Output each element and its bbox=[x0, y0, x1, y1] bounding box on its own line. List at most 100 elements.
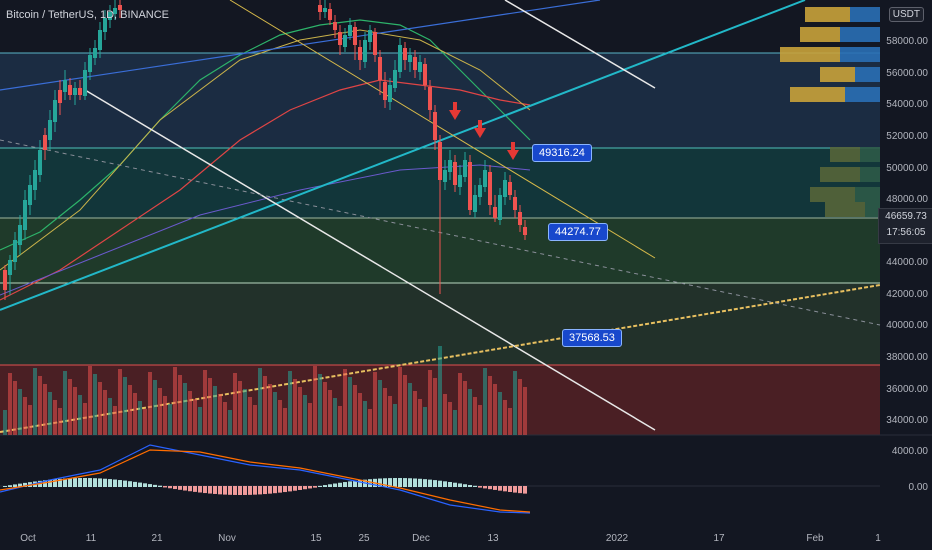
trendline-cyan bbox=[0, 0, 806, 311]
macd-histogram-bar bbox=[278, 486, 282, 493]
y-tick-label: 58000.00 bbox=[886, 36, 928, 47]
candle-body bbox=[8, 260, 12, 275]
macd-histogram-bar bbox=[328, 484, 332, 487]
volume-profile-bar bbox=[800, 27, 840, 42]
candle-body bbox=[353, 27, 357, 45]
macd-histogram-bar bbox=[58, 478, 62, 487]
macd-histogram-bar bbox=[103, 478, 107, 487]
volume-bar bbox=[133, 393, 137, 435]
candle-body bbox=[453, 162, 457, 185]
ma-green bbox=[0, 19, 531, 251]
macd-histogram-bar bbox=[348, 481, 352, 487]
volume-bar bbox=[513, 371, 517, 435]
trendline-white bbox=[504, 0, 656, 89]
trendline-white bbox=[84, 89, 656, 431]
trendline-blue bbox=[0, 0, 601, 91]
volume-bar bbox=[253, 405, 257, 435]
volume-bar bbox=[468, 389, 472, 435]
last-price-value: 46659.73 bbox=[885, 211, 927, 222]
x-tick-label: 13 bbox=[487, 533, 499, 544]
candle-body bbox=[88, 55, 92, 72]
candle-body bbox=[403, 48, 407, 60]
volume-bar bbox=[318, 374, 322, 435]
volume-bar bbox=[278, 400, 282, 435]
annotation-37568[interactable]: 37568.53 bbox=[562, 329, 622, 347]
candle-body bbox=[393, 70, 397, 88]
sell-arrow-icon bbox=[507, 150, 519, 160]
volume-profile-bar bbox=[820, 167, 860, 182]
volume-bar bbox=[93, 374, 97, 435]
macd-histogram-bar bbox=[423, 479, 427, 487]
volume-bar bbox=[53, 400, 57, 435]
macd-histogram-bar bbox=[3, 486, 7, 487]
volume-bar bbox=[88, 366, 92, 435]
volume-bar bbox=[118, 369, 122, 435]
annotation-44274[interactable]: 44274.77 bbox=[548, 223, 608, 241]
candle-body bbox=[373, 32, 377, 55]
macd-histogram-bar bbox=[268, 486, 272, 494]
macd-histogram-bar bbox=[303, 486, 307, 490]
volume-bar bbox=[178, 375, 182, 435]
macd-histogram-bar bbox=[313, 486, 317, 488]
macd-histogram-bar bbox=[73, 478, 77, 487]
macd-histogram-bar bbox=[353, 480, 357, 487]
volume-profile-bar bbox=[860, 167, 880, 182]
candle-body bbox=[98, 30, 102, 50]
volume-bar bbox=[403, 375, 407, 435]
candle-body bbox=[43, 135, 47, 150]
volume-bar bbox=[18, 389, 22, 435]
volume-profile-bar bbox=[855, 67, 880, 82]
volume-profile-bar bbox=[810, 187, 855, 202]
macd-histogram-bar bbox=[393, 478, 397, 487]
candle-body bbox=[118, 5, 122, 10]
y-tick-label: 44000.00 bbox=[886, 257, 928, 268]
macd-histogram-bar bbox=[418, 478, 422, 487]
macd-histogram-bar bbox=[258, 486, 262, 495]
volume-bar bbox=[398, 367, 402, 435]
macd-histogram-bar bbox=[318, 485, 322, 487]
macd-histogram-bar bbox=[23, 482, 27, 487]
volume-bar bbox=[303, 395, 307, 435]
volume-bar bbox=[458, 373, 462, 435]
y-tick-label: 42000.00 bbox=[886, 289, 928, 300]
candle-body bbox=[13, 240, 17, 262]
volume-bar bbox=[183, 383, 187, 435]
macd-histogram-bar bbox=[383, 478, 387, 487]
volume-profile-bar bbox=[860, 147, 880, 162]
candle-body bbox=[488, 172, 492, 205]
candle-body bbox=[348, 25, 352, 36]
macd-histogram-bar bbox=[413, 478, 417, 487]
annotation-49316[interactable]: 49316.24 bbox=[532, 144, 592, 162]
volume-bar bbox=[223, 402, 227, 435]
macd-histogram-bar bbox=[453, 482, 457, 487]
candle-body bbox=[93, 48, 97, 58]
sell-arrow-icon bbox=[478, 120, 482, 128]
volume-bar bbox=[523, 387, 527, 435]
volume-bar bbox=[43, 384, 47, 435]
macd-histogram-bar bbox=[113, 479, 117, 487]
volume-bar bbox=[243, 389, 247, 435]
candle-body bbox=[28, 185, 32, 205]
macd-histogram-bar bbox=[253, 486, 257, 495]
macd-histogram-bar bbox=[398, 478, 402, 487]
x-tick-label: Nov bbox=[218, 533, 236, 544]
volume-bar bbox=[198, 407, 202, 435]
x-tick-label: Dec bbox=[412, 533, 430, 544]
sell-arrow-icon bbox=[449, 110, 461, 120]
macd-histogram-bar bbox=[43, 480, 47, 487]
macd-histogram-bar bbox=[233, 486, 237, 495]
volume-bar bbox=[143, 409, 147, 435]
currency-badge[interactable]: USDT bbox=[888, 7, 924, 22]
volume-bar bbox=[213, 386, 217, 435]
candle-body bbox=[468, 162, 472, 210]
volume-bar bbox=[153, 380, 157, 435]
macd-histogram-bar bbox=[168, 486, 172, 489]
macd-histogram-bar bbox=[388, 478, 392, 487]
candle-body bbox=[383, 82, 387, 100]
macd-y-tick-label: 4000.00 bbox=[892, 446, 929, 457]
volume-bar bbox=[428, 370, 432, 435]
macd-histogram-bar bbox=[98, 478, 102, 487]
macd-histogram-bar bbox=[448, 481, 452, 487]
candle-body bbox=[443, 170, 447, 182]
